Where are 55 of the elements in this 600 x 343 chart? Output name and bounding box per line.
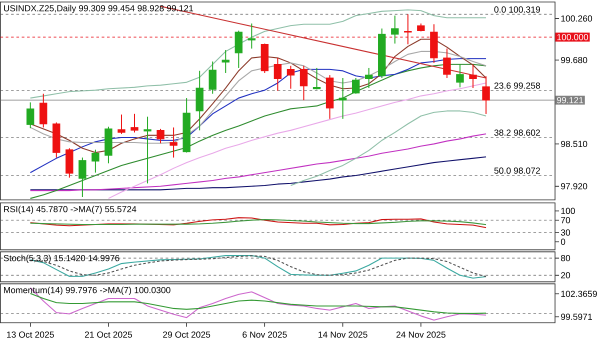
candlestick <box>222 50 230 74</box>
y-tick-label: 80 <box>561 255 570 262</box>
candlestick <box>469 64 477 89</box>
y-tick-label: 102.3659 <box>561 290 597 298</box>
candlestick <box>196 70 204 131</box>
x-tick-label: 24 Nov 2025 <box>396 332 446 338</box>
x-tick-label: 14 Nov 2025 <box>318 332 368 338</box>
x-tick-label: 6 Nov 2025 <box>242 332 287 338</box>
candlestick <box>92 149 100 174</box>
candlestick <box>118 114 126 135</box>
candlestick <box>312 68 321 90</box>
y-tick-label: 98.510 <box>561 140 588 148</box>
candlestick <box>170 127 178 158</box>
candlestick <box>208 61 216 94</box>
candlestick <box>78 157 86 198</box>
x-tick-label: 13 Oct 2025 <box>7 332 54 338</box>
y-tick-label: 99.5971 <box>561 314 592 320</box>
candlestick <box>156 128 164 144</box>
ref-line-label: 0.0 100.319 <box>494 6 540 13</box>
candlestick <box>234 30 243 69</box>
y-tick-label: 99.680 <box>561 57 588 64</box>
candlestick <box>352 78 360 94</box>
candlestick <box>144 116 152 184</box>
candlestick <box>456 64 464 88</box>
ref-line-label: 50.0 98.072 <box>494 168 540 174</box>
candlestick <box>40 93 48 128</box>
candlestick <box>391 15 399 44</box>
candlestick <box>248 23 256 50</box>
candlestick <box>365 68 373 89</box>
chart-title: Stoch(5,3,3) 15.1420 14.9976 <box>4 254 120 264</box>
candlestick <box>286 65 295 90</box>
line-series <box>290 110 487 186</box>
candlestick <box>300 65 308 101</box>
y-tick-label: 97.920 <box>561 183 588 190</box>
candlestick <box>26 102 34 129</box>
ref-line-label: 38.2 98.602 <box>494 130 540 136</box>
ref-line-label: 100.000 <box>557 34 588 40</box>
y-tick-label: 0 <box>560 238 566 246</box>
candlestick <box>130 113 138 134</box>
candlestick <box>482 76 490 115</box>
candlestick <box>274 58 282 92</box>
y-tick-label: 20 <box>561 272 570 278</box>
ref-line-label: 99.121 <box>557 97 584 104</box>
x-tick-label: 29 Oct 2025 <box>163 332 210 338</box>
candlestick <box>443 48 451 79</box>
candlestick <box>66 148 74 178</box>
y-tick-label: 100 <box>561 208 575 214</box>
ref-line-label: 23.6 99.258 <box>494 82 540 89</box>
y-tick-label: 100.260 <box>561 15 592 22</box>
chart-title: RSI(14) 45.7870 ->MA(7) 55.5724 <box>4 206 136 214</box>
y-tick-label: 70 <box>561 217 570 224</box>
y-tick-label: 30 <box>560 230 570 236</box>
chart-title: USINDX.Z25,Daily 99.309 99.454 98.928 99.121 <box>4 5 194 14</box>
x-tick-label: 21 Oct 2025 <box>84 332 132 338</box>
candlestick <box>338 78 347 120</box>
